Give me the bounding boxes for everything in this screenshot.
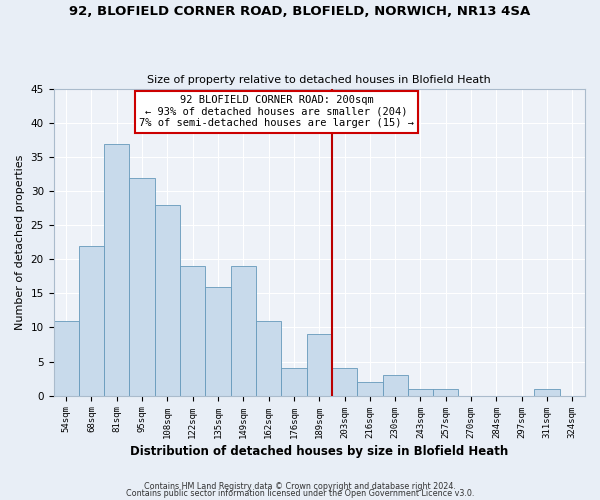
Title: Size of property relative to detached houses in Blofield Heath: Size of property relative to detached ho…: [148, 76, 491, 86]
Text: 92 BLOFIELD CORNER ROAD: 200sqm
← 93% of detached houses are smaller (204)
7% of: 92 BLOFIELD CORNER ROAD: 200sqm ← 93% of…: [139, 95, 414, 128]
Bar: [79, 246, 104, 396]
X-axis label: Distribution of detached houses by size in Blofield Heath: Distribution of detached houses by size …: [130, 444, 508, 458]
Bar: [180, 266, 205, 396]
Bar: [104, 144, 130, 396]
Bar: [256, 320, 281, 396]
Text: 92, BLOFIELD CORNER ROAD, BLOFIELD, NORWICH, NR13 4SA: 92, BLOFIELD CORNER ROAD, BLOFIELD, NORW…: [70, 5, 530, 18]
Bar: [357, 382, 383, 396]
Bar: [383, 375, 408, 396]
Text: Contains HM Land Registry data © Crown copyright and database right 2024.: Contains HM Land Registry data © Crown c…: [144, 482, 456, 491]
Bar: [433, 389, 458, 396]
Bar: [230, 266, 256, 396]
Y-axis label: Number of detached properties: Number of detached properties: [15, 154, 25, 330]
Bar: [408, 389, 433, 396]
Bar: [281, 368, 307, 396]
Bar: [130, 178, 155, 396]
Text: Contains public sector information licensed under the Open Government Licence v3: Contains public sector information licen…: [126, 490, 474, 498]
Bar: [155, 205, 180, 396]
Bar: [53, 320, 79, 396]
Bar: [332, 368, 357, 396]
Bar: [535, 389, 560, 396]
Bar: [307, 334, 332, 396]
Bar: [205, 286, 230, 396]
